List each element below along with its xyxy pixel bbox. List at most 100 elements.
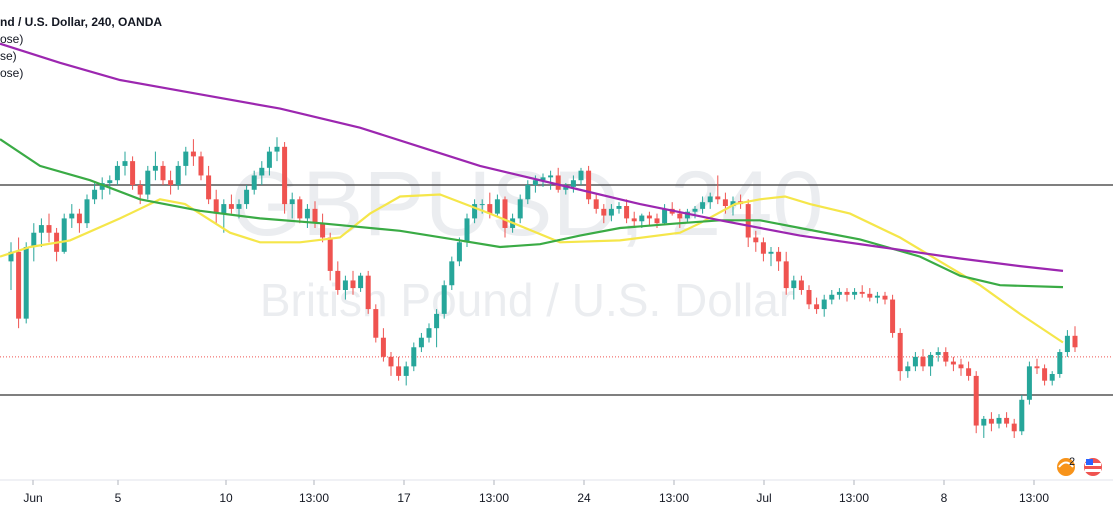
candle-body (950, 361, 956, 365)
candle (950, 356, 956, 372)
candle (814, 297, 820, 314)
candle (84, 194, 90, 228)
x-axis: Jun 5 10 13:00 17 13:00 24 13:00 Jul 13:00 8 13:00 (0, 479, 1113, 505)
candle (449, 256, 455, 290)
candle (61, 213, 67, 254)
candle-body (654, 218, 660, 224)
candle-body (388, 356, 394, 367)
candle-body (259, 167, 265, 176)
candle-body (996, 417, 1002, 424)
candle-body (46, 225, 52, 233)
candle-body (274, 146, 280, 152)
candle (472, 199, 478, 224)
candle-body (190, 151, 196, 157)
candle (8, 242, 14, 290)
candle (897, 328, 903, 381)
candle-body (517, 199, 523, 219)
candle-body (798, 280, 804, 290)
alert-icon[interactable] (1057, 458, 1075, 476)
candle-body (213, 199, 219, 214)
candle-body (464, 218, 470, 243)
candle (601, 204, 607, 224)
candle (555, 167, 561, 193)
candle-body (684, 211, 690, 219)
candle (456, 237, 462, 267)
candle (768, 247, 774, 267)
candle (107, 175, 113, 195)
candle-body (365, 275, 371, 310)
candle (760, 237, 766, 262)
candle-body (791, 280, 797, 289)
candle (783, 251, 789, 295)
moving-average-line-2 (0, 42, 1064, 272)
candle (114, 161, 120, 185)
candle (396, 356, 402, 381)
candle-body (920, 356, 926, 367)
candle (1042, 364, 1048, 386)
candle (122, 151, 128, 176)
candle (418, 332, 424, 353)
candle (586, 165, 592, 205)
candle (798, 275, 804, 295)
candle-body (221, 204, 227, 214)
candle (700, 196, 706, 214)
candle-body (1034, 366, 1040, 369)
candle-body (434, 313, 440, 329)
candle (631, 211, 637, 228)
candle (502, 196, 508, 238)
candle-body (1042, 368, 1048, 381)
candle (403, 361, 409, 386)
candle (426, 323, 432, 343)
candle-body (555, 175, 561, 190)
candle (624, 199, 630, 224)
candle-body (1064, 335, 1070, 353)
candle (16, 237, 22, 329)
x-tick-label: 13:00 (1019, 491, 1049, 505)
candle (1049, 371, 1055, 386)
candle (867, 288, 873, 302)
candle-body (525, 185, 531, 200)
candle-body (175, 165, 181, 185)
x-tick-label: 17 (397, 491, 411, 505)
candle-body (228, 204, 234, 209)
candle (662, 204, 668, 226)
candle (145, 165, 151, 200)
candle (1057, 349, 1063, 378)
candle-body (107, 180, 113, 184)
candle-body (69, 213, 75, 219)
candle (844, 288, 850, 302)
candle (753, 230, 759, 252)
candle-body (1026, 366, 1032, 400)
candle-body (502, 199, 508, 228)
candle-body (852, 291, 858, 295)
candle-body (707, 196, 713, 203)
candle-body (821, 299, 827, 310)
candle (206, 165, 212, 205)
candle (996, 414, 1002, 429)
candle-body (1011, 423, 1017, 432)
candle-body (783, 261, 789, 289)
candle (266, 146, 272, 176)
candle-body (266, 151, 272, 168)
candle (350, 270, 356, 295)
candle-body (1072, 335, 1078, 348)
candle (943, 347, 949, 367)
alert-icon-arc (1058, 461, 1074, 468)
candle-body (441, 285, 447, 314)
candle (289, 192, 295, 219)
candle-body (8, 251, 14, 262)
candle-body (380, 337, 386, 357)
candle-body (23, 247, 29, 319)
candle (221, 199, 227, 233)
legend-row-1: ose) (0, 32, 24, 46)
candle-body (152, 165, 158, 171)
candle-body (1004, 417, 1010, 424)
candle (198, 151, 204, 181)
candle-body (122, 161, 128, 166)
candles (8, 137, 1078, 438)
candle-body (601, 208, 607, 216)
candle-body (206, 175, 212, 200)
candle-body (677, 213, 683, 219)
candle (160, 161, 166, 185)
